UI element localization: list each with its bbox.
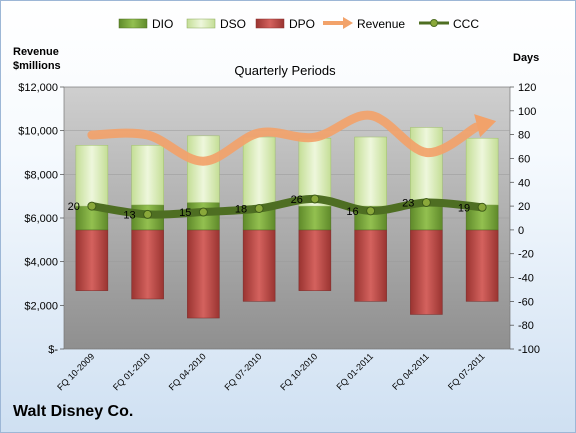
bar-dpo [242,229,276,302]
left-tick-label: $10,000 [18,126,58,138]
category-label: FQ 04-2011 [390,351,431,392]
bar-dpo [298,229,332,291]
bar-dio [298,205,332,231]
ccc-point [198,207,208,217]
bar-dso [465,137,499,206]
ccc-data-label: 15 [179,207,191,219]
ccc-point [477,202,487,212]
chart-title: Quarterly Periods [234,63,336,78]
legend-swatch-revenue [323,17,353,29]
bar-dpo [75,229,109,291]
right-axis-label: Days [513,52,539,64]
category-label: FQ 10-2010 [278,351,319,392]
category-label: FQ 10-2009 [55,351,96,392]
legend-swatch-dio [118,18,148,29]
ccc-data-label: 16 [346,206,358,218]
bar-dso [187,135,220,203]
bar-dso [75,145,109,207]
left-tick-label: $8,000 [24,169,58,181]
ccc-data-label: 18 [235,203,247,215]
ccc-point [310,194,320,204]
left-axis-label-line1: Revenue [13,46,59,58]
bar-dso [354,136,387,207]
bar-dpo [354,229,387,302]
right-tick-label: 60 [518,153,530,165]
right-tick-label: -80 [518,320,534,332]
legend-label-dso: DSO [220,17,246,31]
ccc-point [254,203,264,213]
right-tick-label: 100 [518,106,536,118]
ccc-data-label: 26 [291,194,303,206]
category-label: FQ 07-2011 [446,351,487,392]
ccc-data-label: 13 [123,209,135,221]
right-tick-label: 20 [518,201,530,213]
ccc-data-label: 20 [68,201,80,213]
bar-dpo [410,229,443,315]
left-tick-label: $2,000 [24,300,58,312]
revenue-arrowhead [474,114,497,138]
legend-swatch-ccc [419,19,449,27]
ccc-data-label: 19 [458,202,470,214]
legend-label-revenue: Revenue [357,17,405,31]
category-label: FQ 04-2010 [167,351,208,392]
right-tick-label: 40 [518,177,530,189]
right-tick-label: 80 [518,130,530,142]
right-tick-label: -60 [518,296,534,308]
bar-dso [131,145,164,206]
left-tick-label: $- [48,344,58,356]
category-label: FQ 07-2010 [223,351,264,392]
bar-dpo [131,229,164,300]
legend-label-dio: DIO [152,17,173,31]
bar-dso [410,127,443,206]
left-tick-label: $4,000 [24,257,58,269]
right-tick-label: -20 [518,249,534,261]
ccc-point [87,201,97,211]
left-tick-label: $6,000 [24,213,58,225]
bar-dio [410,204,443,231]
left-tick-label: $12,000 [18,82,58,94]
right-tick-label: -100 [518,344,540,356]
bar-dpo [187,229,220,319]
bar-dso [242,136,276,207]
legend: DIO DSO DPO Revenue CCC [118,17,479,31]
company-name: Walt Disney Co. [13,403,134,420]
legend-label-ccc: CCC [453,17,479,31]
ccc-series-line [87,194,487,219]
ccc-point [143,209,153,219]
right-tick-label: -40 [518,273,534,285]
right-tick-label: 120 [518,82,536,94]
right-tick-label: 0 [518,225,524,237]
ccc-point [366,206,376,216]
category-label: FQ 01-2010 [111,351,152,392]
left-axis-label-line2: $millions [13,60,61,72]
legend-swatch-dpo [255,18,285,29]
revenue-series-line [87,110,481,166]
legend-swatch-dso [186,18,216,29]
legend-label-dpo: DPO [289,17,315,31]
bar-dpo [465,229,499,302]
ccc-data-label: 23 [402,198,414,210]
ccc-point [421,198,431,208]
category-label: FQ 01-2011 [334,351,375,392]
